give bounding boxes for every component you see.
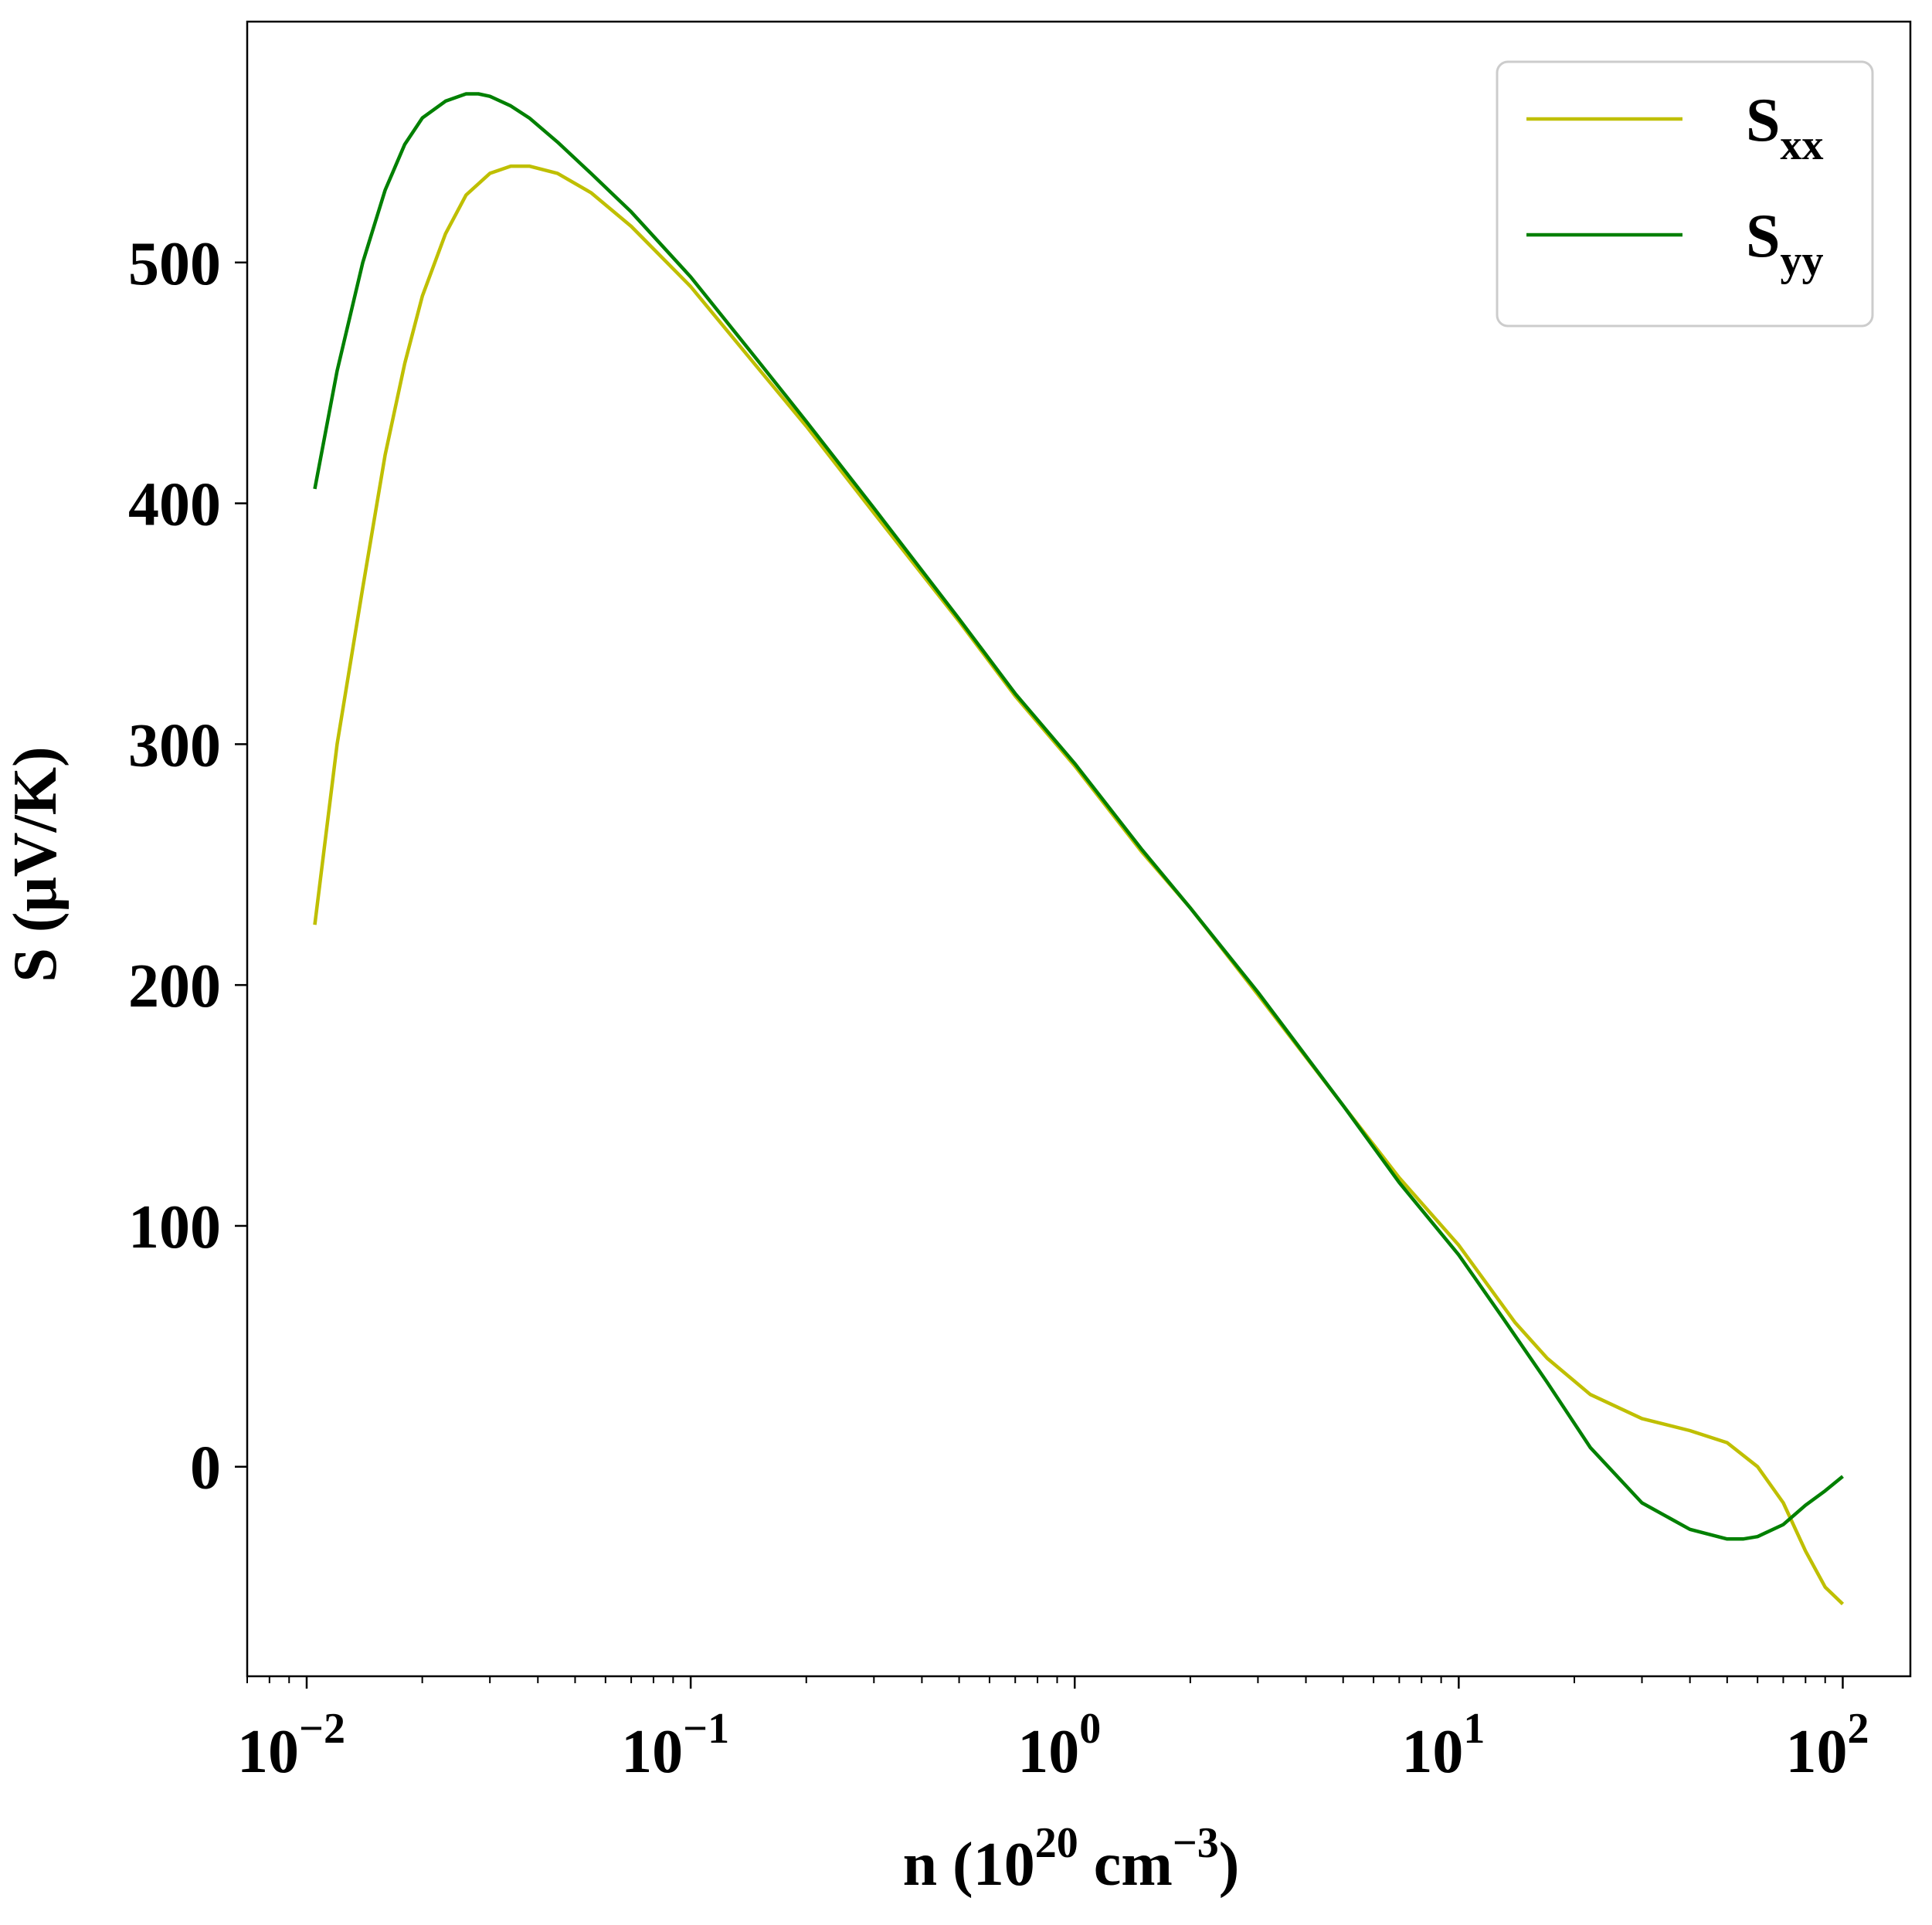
x-tick-label-base: 10: [1785, 1718, 1847, 1786]
x-axis-label: n (1020 cm−3): [903, 1819, 1240, 1899]
x-tick-label-exponent: 2: [1847, 1705, 1869, 1753]
x-tick-label-base: 10: [621, 1718, 683, 1786]
legend-label-name: S: [1746, 202, 1781, 270]
x-tick-label: 102: [1785, 1705, 1869, 1786]
x-tick-label-exponent: 1: [1463, 1705, 1485, 1753]
y-tick-label: 500: [128, 230, 221, 298]
x-tick-label: 10−2: [237, 1705, 345, 1786]
legend-label-name: S: [1746, 87, 1781, 154]
x-tick-label-base: 10: [1401, 1718, 1463, 1786]
x-tick-label: 101: [1401, 1705, 1485, 1786]
y-axis-label: S (μV/K): [2, 746, 70, 982]
x-tick-label: 100: [1017, 1705, 1101, 1786]
legend-label-xx: Sxx: [1746, 87, 1824, 169]
x-axis-label-sup2: −3: [1173, 1819, 1219, 1867]
major-ticks: [235, 261, 1844, 1689]
x-tick-label: 10−1: [621, 1705, 729, 1786]
series-lines: [313, 92, 1845, 1606]
x-minor-ticks: [246, 1676, 1826, 1683]
x-axis-label-base: n (10: [903, 1831, 1035, 1899]
x-tick-label-base: 10: [237, 1718, 299, 1786]
y-tick-label: 300: [128, 711, 221, 779]
x-tick-label-exponent: −2: [299, 1705, 345, 1753]
series-line-yy: [313, 92, 1844, 1541]
x-axis-label-sup1: 20: [1035, 1819, 1078, 1867]
y-tick-label: 0: [190, 1434, 221, 1502]
legend-label-subscript: yy: [1781, 237, 1824, 285]
legend-label-yy: Syy: [1746, 202, 1824, 285]
x-tick-label-base: 10: [1017, 1718, 1079, 1786]
y-tick-label: 100: [128, 1193, 221, 1261]
x-axis-label-mid: cm: [1078, 1831, 1173, 1899]
x-axis-label-end: ): [1219, 1831, 1240, 1899]
legend-box: [1496, 60, 1874, 328]
y-tick-label: 400: [128, 471, 221, 539]
x-tick-label-exponent: 0: [1079, 1705, 1101, 1753]
legend-label-subscript: xx: [1781, 121, 1824, 169]
plot-frame: [246, 20, 1912, 1678]
y-tick-label: 200: [128, 952, 221, 1020]
x-tick-label-exponent: −1: [683, 1705, 729, 1753]
